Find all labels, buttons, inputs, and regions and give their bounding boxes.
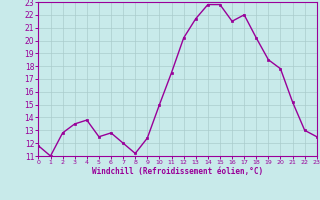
X-axis label: Windchill (Refroidissement éolien,°C): Windchill (Refroidissement éolien,°C): [92, 167, 263, 176]
